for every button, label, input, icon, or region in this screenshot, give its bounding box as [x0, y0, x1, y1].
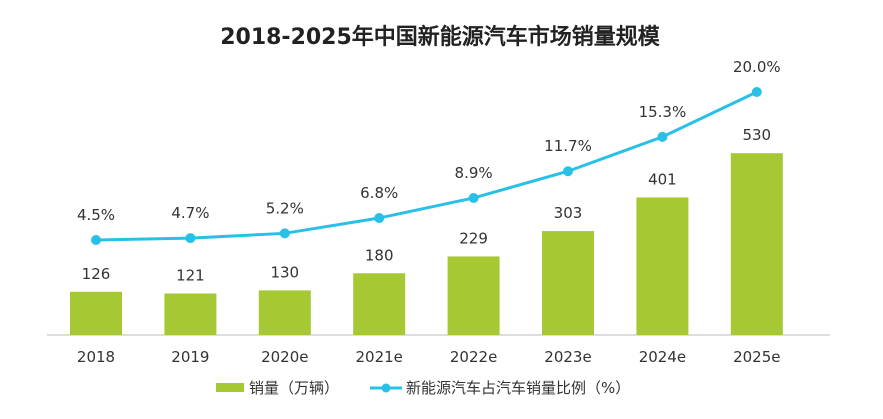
line-point [563, 166, 573, 177]
x-tick-label: 2025e [733, 348, 780, 366]
legend-line-label: 新能源汽车占汽车销量比例（%） [406, 379, 630, 397]
legend-line-marker [381, 383, 391, 393]
bar-value-label: 180 [365, 246, 394, 264]
bar [164, 293, 217, 335]
x-tick-label: 2023e [544, 348, 591, 366]
line-point [279, 228, 290, 239]
bar [636, 197, 689, 335]
line-series [95, 90, 758, 242]
x-tick-label: 2024e [639, 348, 686, 366]
line-point [91, 235, 101, 245]
line-value-label: 20.0% [733, 58, 781, 76]
chart-title: 2018-2025年中国新能源汽车市场销量规模 [220, 24, 661, 50]
line-value-label: 5.2% [266, 199, 304, 217]
line-value-label: 11.7% [544, 137, 592, 155]
bar [542, 231, 594, 335]
x-tick-label: 2020e [261, 348, 308, 366]
bar [258, 290, 311, 335]
line-value-label: 8.9% [455, 164, 493, 182]
line-value-label: 4.7% [171, 204, 209, 222]
bar-value-label: 130 [270, 263, 299, 281]
x-tick-label: 2018 [77, 348, 115, 366]
line-point [751, 86, 762, 97]
legend-bar-label: 销量（万辆） [249, 379, 339, 397]
bar-value-label: 229 [459, 229, 488, 247]
x-tick-label: 2019 [171, 348, 209, 366]
bar-value-label: 121 [176, 266, 205, 284]
line-value-label: 4.5% [77, 206, 115, 224]
line-value-label: 6.8% [360, 184, 398, 202]
bar [70, 291, 122, 335]
line-point [185, 233, 196, 244]
bar [730, 153, 783, 335]
legend: 销量（万辆） 新能源汽车占汽车销量比例（%） [216, 379, 630, 397]
x-tick-label: 2021e [355, 348, 402, 366]
legend-bar-swatch [216, 383, 244, 392]
bar-value-label: 126 [82, 265, 111, 283]
bar-value-label: 303 [554, 204, 583, 222]
line-point [374, 213, 385, 224]
bar-value-label: 530 [742, 126, 771, 144]
x-tick-label: 2022e [450, 348, 497, 366]
line-value-label: 15.3% [639, 103, 687, 121]
bar [353, 273, 406, 335]
bar [447, 256, 500, 335]
line-point [657, 131, 668, 142]
line-point [468, 192, 479, 203]
bar-value-label: 401 [648, 170, 677, 188]
